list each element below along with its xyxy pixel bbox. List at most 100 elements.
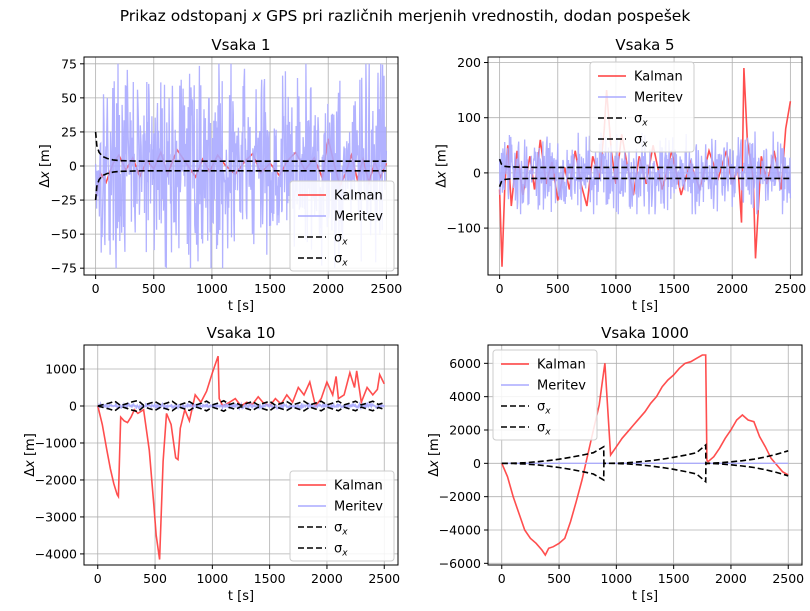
panel1-xtick-label-1: 500 xyxy=(142,281,166,296)
panel3-ytick-label-4: 0 xyxy=(69,399,77,414)
panel4-ytick-label-6: 6000 xyxy=(449,356,481,371)
panel4-legend-box xyxy=(492,349,598,441)
panel1-ytick-label-3: 0 xyxy=(69,159,77,174)
panel3-ytick-label-0: −4000 xyxy=(35,546,77,561)
suptitle-part-3: GPS pri različnih merjenih vrednostih, d… xyxy=(261,7,690,25)
panel3-series-kalman xyxy=(97,355,385,560)
panel3-legend-label-3: σx xyxy=(334,542,348,559)
panel4-xtick-label-1: 500 xyxy=(547,571,571,586)
panel4-ylabel: Δx [m] xyxy=(427,433,442,477)
panel2-frame xyxy=(487,56,803,276)
panel3-legend-label-0: Kalman xyxy=(334,479,383,494)
panel3-title: Vsaka 10 xyxy=(207,324,276,342)
panel1-legend-label-1: Meritev xyxy=(334,210,383,225)
panel3-xtick-label-4: 2000 xyxy=(311,571,343,586)
suptitle-part-2: x xyxy=(251,7,262,25)
panel4-title: Vsaka 1000 xyxy=(601,324,689,342)
panel2-ytick-label-3: 200 xyxy=(457,55,481,70)
panel4-ylabel-part-1: x xyxy=(427,460,442,469)
panel1-legend-label-0: Kalman xyxy=(334,189,383,204)
panel1-ytick-label-5: 50 xyxy=(61,90,77,105)
panel3-ytick-label-2: −2000 xyxy=(35,472,77,487)
panel2-series-sigma-3 xyxy=(498,177,791,187)
panel2-title: Vsaka 5 xyxy=(615,36,674,54)
panel2-legend-box xyxy=(589,61,695,153)
panel1-xlabel: t [s] xyxy=(228,299,254,314)
panel4-legend-label-0: Kalman xyxy=(537,358,586,373)
panel3-series-meritev xyxy=(97,400,385,411)
panel3-series-sigma-3 xyxy=(97,405,385,413)
panel4-series-sigma-3 xyxy=(501,462,789,484)
panel4-xtick-label-4: 2000 xyxy=(715,571,747,586)
panel1-ylabel-part-2: [m] xyxy=(38,144,53,171)
panel1-series-meritev xyxy=(94,63,388,269)
panel1-plot-area xyxy=(94,63,388,269)
panel1: 0 500 1000 1500 2000 2500 −75 −50 −25 0 25 50 75 Vsak… xyxy=(38,36,402,314)
panel4-legend-label-1: Meritev xyxy=(537,379,586,394)
panel1-legend-label-2: σx xyxy=(334,231,348,248)
panel4-ytick-label-1: −4000 xyxy=(439,523,481,538)
panel3-xtick-label-1: 500 xyxy=(143,571,167,586)
panel2-xtick-label-1: 500 xyxy=(546,281,570,296)
panel2-xtick-label-3: 1500 xyxy=(658,281,690,296)
panel2-ylabel-part-1: x xyxy=(435,171,450,180)
panel1-legend-box xyxy=(289,180,395,272)
panel1-xtick-label-3: 1500 xyxy=(254,281,286,296)
panel3-ylabel: Δx [m] xyxy=(23,433,38,477)
panel2-series-sigma-2 xyxy=(498,158,791,169)
panel3: 0 500 1000 1500 2000 2500 −4000 −3000 −2000 −1000… xyxy=(23,324,400,604)
panel3-ylabel-part-2: [m] xyxy=(23,433,38,460)
panel2: 0 500 1000 1500 2000 2500 −100 0 100 200 Vsaka 5 t … xyxy=(435,36,807,314)
panel4-ytick-label-2: −2000 xyxy=(439,489,481,504)
panel1-ylabel-part-0: Δ xyxy=(38,179,53,188)
panel1-series-sigma-2 xyxy=(94,131,387,162)
panel2-ytick-label-1: 0 xyxy=(473,165,481,180)
panel2-plot-area xyxy=(498,67,792,267)
panel2-xtick-label-0: 0 xyxy=(496,281,504,296)
panel1-title: Vsaka 1 xyxy=(211,36,270,54)
panel4-series-kalman xyxy=(501,354,789,557)
panel3-plot-area xyxy=(97,355,385,560)
panel2-xtick-label-4: 2000 xyxy=(716,281,748,296)
panel1-ytick-label-0: −75 xyxy=(51,261,77,276)
panel3-series-sigma-2 xyxy=(97,399,385,407)
panel3-legend-box xyxy=(289,470,395,562)
panel3-xtick-label-0: 0 xyxy=(94,571,102,586)
panel3-xtick-label-3: 1500 xyxy=(254,571,286,586)
panel1-ylabel: Δx [m] xyxy=(38,144,53,188)
panel2-legend: Kalman Meritev σx σx xyxy=(589,61,695,153)
panel2-legend-label-2: σx xyxy=(634,112,648,129)
panel1-series-sigma-3 xyxy=(94,170,387,201)
panel3-xtick-label-2: 1000 xyxy=(196,571,228,586)
panel4-legend: Kalman Meritev σx σx xyxy=(492,349,598,441)
subplots: 0 500 1000 1500 2000 2500−75−50−250255075Vsak… xyxy=(23,36,806,604)
panel2-ylabel: Δx [m] xyxy=(435,144,450,188)
panel3-ylabel-part-0: Δ xyxy=(23,468,38,477)
panel1-xtick-label-0: 0 xyxy=(92,281,100,296)
panel3-ytick-label-5: 1000 xyxy=(45,362,77,377)
panel3-frame xyxy=(83,344,399,566)
panel4-ytick-label-5: 4000 xyxy=(449,389,481,404)
panel1-ytick-label-6: 75 xyxy=(61,56,77,71)
panel1-ytick-label-1: −50 xyxy=(51,227,77,242)
panel2-legend-label-1: Meritev xyxy=(634,91,683,106)
panel2-xlabel: t [s] xyxy=(632,299,658,314)
panel4-ytick-label-4: 2000 xyxy=(449,423,481,438)
panel2-legend-label-3: σx xyxy=(634,133,648,150)
panel1-legend: Kalman Meritev σx σx xyxy=(289,180,395,272)
panel4-legend-label-2: σx xyxy=(537,400,551,417)
panel2-ylabel-part-0: Δ xyxy=(435,179,450,188)
panel4-ylabel-part-0: Δ xyxy=(427,468,442,477)
panel4: 0 500 1000 1500 2000 2500 −6000 −4000 −2000 0 2000… xyxy=(427,324,804,604)
panel2-ytick-label-2: 100 xyxy=(457,110,481,125)
panel3-xlabel: t [s] xyxy=(228,589,254,604)
panel3-legend-label-1: Meritev xyxy=(334,500,383,515)
panel4-frame xyxy=(487,344,803,566)
panel4-ytick-label-0: −6000 xyxy=(439,556,481,571)
panel3-ylabel-part-1: x xyxy=(23,460,38,469)
panel2-legend-label-0: Kalman xyxy=(634,70,683,85)
panel4-plot-area xyxy=(501,354,789,557)
panel1-xtick-label-5: 2500 xyxy=(370,281,402,296)
panel4-ytick-label-3: 0 xyxy=(473,456,481,471)
